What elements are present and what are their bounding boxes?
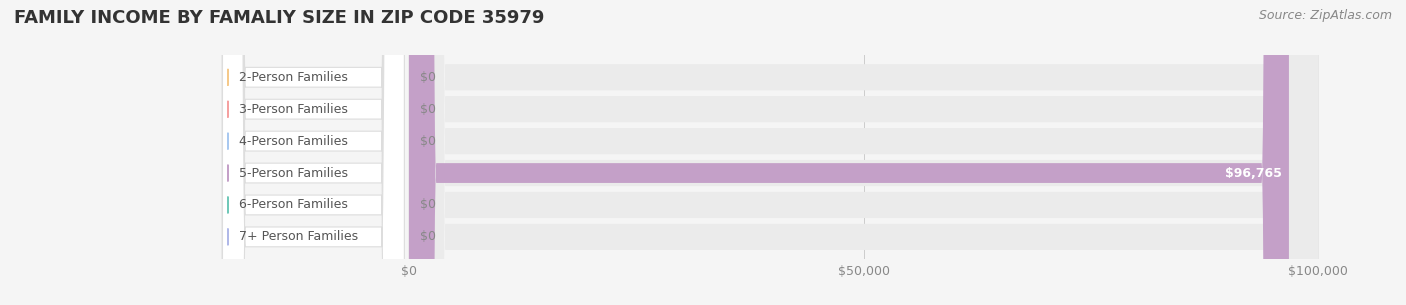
- FancyBboxPatch shape: [222, 0, 405, 305]
- Text: 2-Person Families: 2-Person Families: [239, 71, 347, 84]
- FancyBboxPatch shape: [409, 0, 1319, 305]
- Text: $0: $0: [420, 135, 436, 148]
- FancyBboxPatch shape: [409, 0, 1319, 305]
- FancyBboxPatch shape: [409, 0, 1319, 305]
- Text: $96,765: $96,765: [1225, 167, 1282, 180]
- Text: 5-Person Families: 5-Person Families: [239, 167, 347, 180]
- FancyBboxPatch shape: [409, 0, 1289, 305]
- Text: FAMILY INCOME BY FAMALIY SIZE IN ZIP CODE 35979: FAMILY INCOME BY FAMALIY SIZE IN ZIP COD…: [14, 9, 544, 27]
- Text: Source: ZipAtlas.com: Source: ZipAtlas.com: [1258, 9, 1392, 22]
- Text: 7+ Person Families: 7+ Person Families: [239, 230, 359, 243]
- Text: $0: $0: [420, 230, 436, 243]
- FancyBboxPatch shape: [222, 0, 405, 305]
- FancyBboxPatch shape: [222, 0, 405, 305]
- Text: 3-Person Families: 3-Person Families: [239, 103, 347, 116]
- Text: 6-Person Families: 6-Person Families: [239, 199, 347, 211]
- FancyBboxPatch shape: [222, 0, 405, 305]
- FancyBboxPatch shape: [409, 0, 1319, 305]
- Text: 4-Person Families: 4-Person Families: [239, 135, 347, 148]
- Text: $0: $0: [420, 199, 436, 211]
- Text: $0: $0: [420, 103, 436, 116]
- FancyBboxPatch shape: [222, 0, 405, 305]
- FancyBboxPatch shape: [409, 0, 1319, 305]
- FancyBboxPatch shape: [409, 0, 1319, 305]
- Text: $0: $0: [420, 71, 436, 84]
- FancyBboxPatch shape: [222, 0, 405, 305]
